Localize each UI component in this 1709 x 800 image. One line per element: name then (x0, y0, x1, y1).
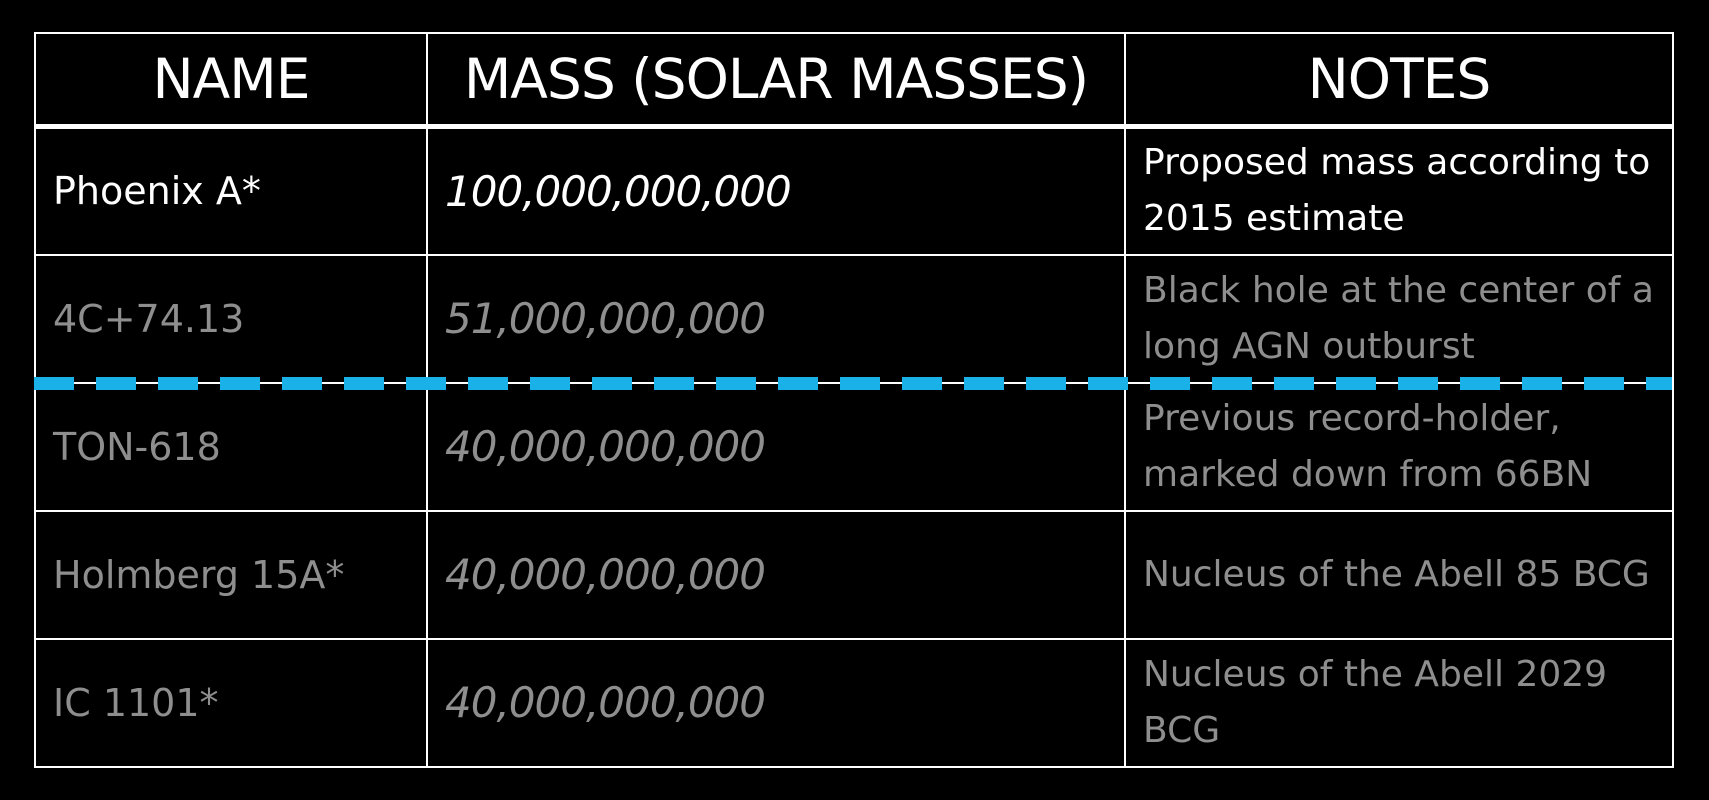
name-cell: TON-618 (34, 381, 428, 512)
mass-cell: 40,000,000,000 (426, 637, 1126, 768)
mass-cell: 51,000,000,000 (426, 253, 1126, 384)
table-row: IC 1101* 40,000,000,000 Nucleus of the A… (34, 637, 1674, 768)
notes-cell: Black hole at the center of a long AGN o… (1124, 253, 1674, 384)
black-hole-mass-table: NAME MASS (SOLAR MASSES) NOTES Phoenix A… (34, 32, 1674, 768)
mass-cell: 40,000,000,000 (426, 381, 1126, 512)
header-notes: NOTES (1124, 32, 1674, 129)
header-row: NAME MASS (SOLAR MASSES) NOTES (34, 32, 1674, 129)
table-row: 4C+74.13 51,000,000,000 Black hole at th… (34, 253, 1674, 384)
header-name: NAME (34, 32, 428, 129)
mass-cell: 40,000,000,000 (426, 509, 1126, 640)
notes-cell: Nucleus of the Abell 2029 BCG (1124, 637, 1674, 768)
notes-cell: Previous record-holder, marked down from… (1124, 381, 1674, 512)
mass-cell: 100,000,000,000 (426, 125, 1126, 256)
table-row: Holmberg 15A* 40,000,000,000 Nucleus of … (34, 509, 1674, 640)
name-cell: IC 1101* (34, 637, 428, 768)
dashed-threshold-divider (34, 377, 1672, 390)
notes-cell: Proposed mass according to 2015 estimate (1124, 125, 1674, 256)
header-mass: MASS (SOLAR MASSES) (426, 32, 1126, 129)
notes-cell: Nucleus of the Abell 85 BCG (1124, 509, 1674, 640)
table-row: TON-618 40,000,000,000 Previous record-h… (34, 381, 1674, 512)
name-cell: 4C+74.13 (34, 253, 428, 384)
name-cell: Phoenix A* (34, 125, 428, 256)
table-row: Phoenix A* 100,000,000,000 Proposed mass… (34, 125, 1674, 256)
name-cell: Holmberg 15A* (34, 509, 428, 640)
black-hole-table-container: NAME MASS (SOLAR MASSES) NOTES Phoenix A… (34, 32, 1674, 768)
